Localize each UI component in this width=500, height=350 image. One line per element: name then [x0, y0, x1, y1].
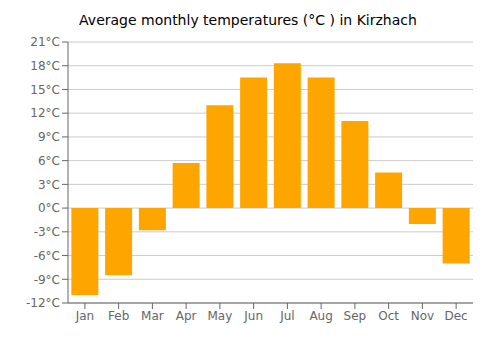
svg-text:6°C: 6°C [38, 154, 60, 168]
svg-text:Mar: Mar [141, 309, 164, 323]
svg-text:Dec: Dec [445, 309, 468, 323]
html-text:Average monthly temperatures (: Average monthly temperatures (°C ) in Ki… [79, 12, 417, 28]
svg-text:-3°C: -3°C [34, 225, 60, 239]
svg-text:3°C: 3°C [38, 178, 60, 192]
svg-text:Feb: Feb [108, 309, 129, 323]
svg-text:Jul: Jul [279, 309, 294, 323]
svg-text:9°C: 9°C [38, 130, 60, 144]
svg-text:0°C: 0°C [38, 201, 60, 215]
svg-text:-9°C: -9°C [34, 273, 60, 287]
svg-text:Nov: Nov [411, 309, 434, 323]
svg-text:21°C: 21°C [30, 35, 60, 49]
svg-text:15°C: 15°C [30, 83, 60, 97]
svg-text:Sep: Sep [344, 309, 367, 323]
svg-text:Aug: Aug [309, 309, 332, 323]
svg-text:18°C: 18°C [30, 59, 60, 73]
svg-text:12°C: 12°C [30, 106, 60, 120]
svg-text:-6°C: -6°C [34, 249, 60, 263]
svg-text:Oct: Oct [378, 309, 399, 323]
svg-text:Jun: Jun [243, 309, 263, 323]
svg-text:Apr: Apr [176, 309, 197, 323]
svg-text:Jan: Jan [75, 309, 95, 323]
svg-text:-12°C: -12°C [26, 296, 60, 310]
svg-text:May: May [207, 309, 232, 323]
